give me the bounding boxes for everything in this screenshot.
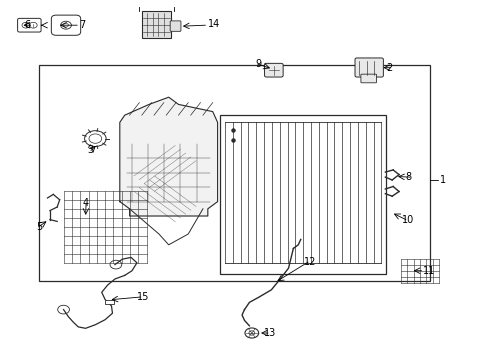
FancyBboxPatch shape: [360, 74, 376, 83]
Text: 4: 4: [82, 198, 88, 208]
Text: 11: 11: [422, 266, 434, 276]
Text: 5: 5: [36, 222, 42, 232]
Text: 9: 9: [255, 59, 261, 69]
FancyBboxPatch shape: [51, 15, 81, 35]
Text: 12: 12: [304, 257, 316, 267]
Text: 7: 7: [79, 20, 85, 30]
Text: 10: 10: [401, 215, 413, 225]
FancyBboxPatch shape: [264, 63, 283, 77]
FancyBboxPatch shape: [354, 58, 383, 77]
Text: 13: 13: [264, 328, 276, 338]
Text: 8: 8: [405, 172, 411, 182]
Text: 14: 14: [207, 19, 220, 29]
Text: 6: 6: [24, 20, 30, 30]
Text: 3: 3: [87, 145, 93, 156]
FancyBboxPatch shape: [170, 21, 181, 31]
FancyBboxPatch shape: [18, 18, 41, 32]
Bar: [220, 115, 386, 274]
Bar: [105, 300, 114, 304]
Text: 2: 2: [386, 63, 392, 73]
Bar: [142, 11, 171, 38]
Bar: [39, 65, 429, 281]
Text: 15: 15: [137, 292, 149, 302]
Text: 1: 1: [439, 175, 446, 185]
Polygon shape: [120, 97, 217, 216]
